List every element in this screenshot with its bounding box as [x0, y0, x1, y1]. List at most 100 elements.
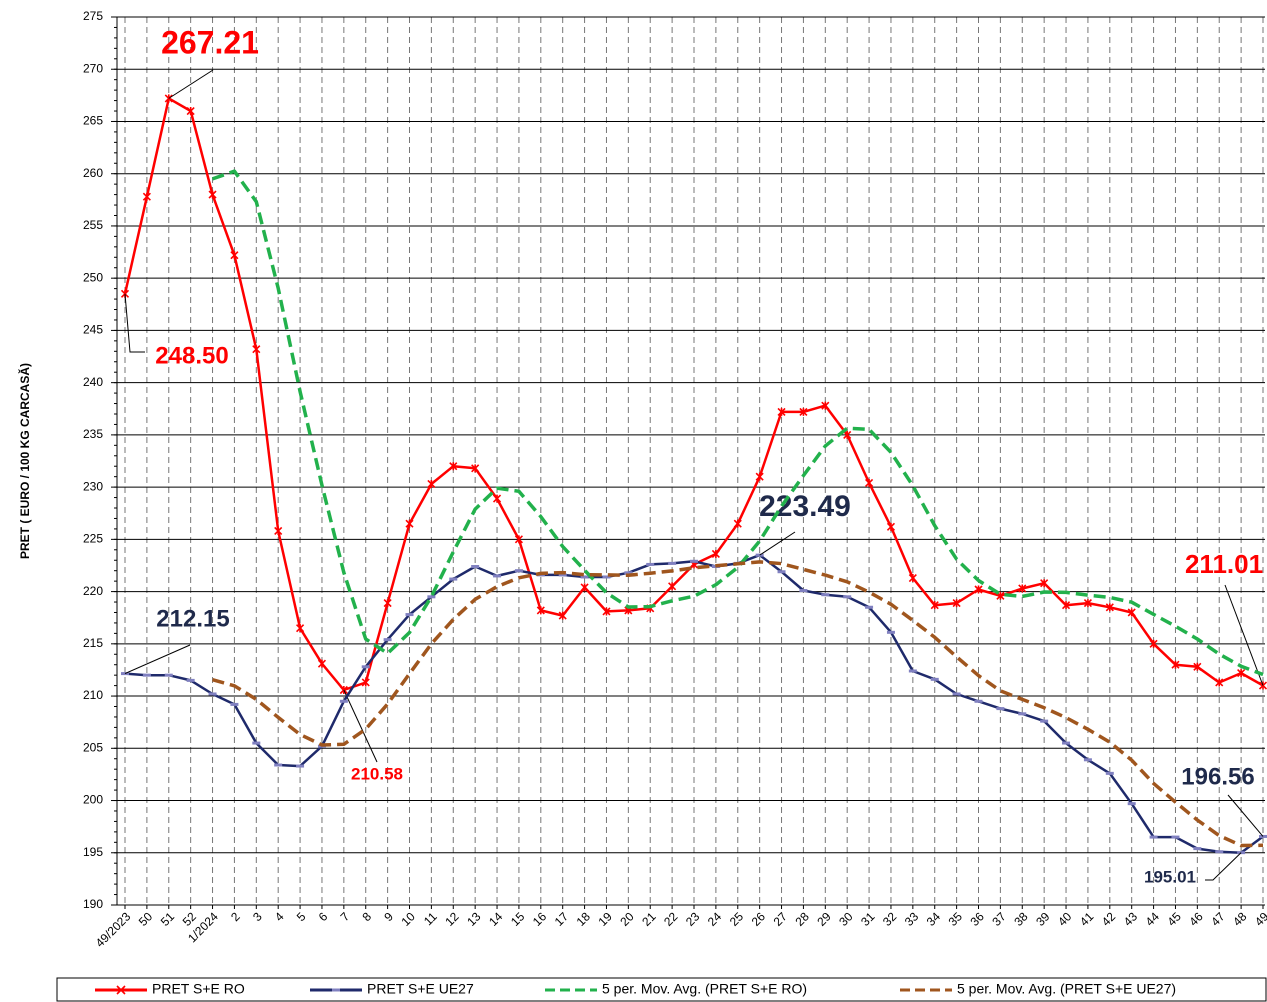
point-marker [843, 430, 852, 439]
x-tick-label: 13 [464, 909, 484, 929]
y-tick-label: 195 [83, 845, 103, 859]
point-marker [711, 549, 720, 559]
x-tick-label: 19 [595, 909, 615, 929]
point-marker [1083, 599, 1092, 608]
x-tick-label: 50 [136, 909, 156, 929]
x-tick-label: 16 [530, 909, 550, 929]
x-tick-label: 3 [250, 909, 265, 924]
x-tick-label: 34 [924, 909, 944, 929]
data-label: 210.58 [351, 764, 403, 783]
y-tick-label: 240 [83, 375, 103, 389]
y-tick-label: 190 [83, 897, 103, 911]
point-marker [799, 407, 808, 416]
x-tick-label: 40 [1055, 909, 1075, 929]
point-marker [383, 599, 392, 608]
point-marker [755, 472, 764, 481]
x-tick-label: 6 [316, 909, 331, 924]
data-label: 211.01 [1185, 549, 1263, 579]
x-tick-label: 9 [381, 909, 396, 924]
x-tick-label: 49/2023 [93, 909, 134, 950]
x-tick-label: 41 [1077, 909, 1097, 929]
point-marker [274, 526, 283, 536]
point-marker [908, 573, 917, 583]
x-tick-label: 26 [749, 909, 769, 929]
legend-label: 5 per. Mov. Avg. (PRET S+E UE27) [957, 981, 1176, 997]
y-tick-label: 210 [83, 688, 103, 702]
point-marker [1127, 608, 1136, 617]
x-tick-label: 10 [399, 909, 419, 929]
x-tick-label: 36 [968, 909, 988, 929]
point-marker [930, 601, 939, 610]
x-tick-label: 23 [683, 909, 703, 929]
y-tick-label: 275 [83, 9, 103, 23]
x-tick-label: 30 [836, 909, 856, 929]
point-marker [668, 582, 677, 591]
point-marker [580, 583, 589, 592]
y-tick-label: 235 [83, 427, 103, 441]
x-tick-label: 32 [880, 909, 900, 929]
x-tick-label: 4 [272, 909, 287, 924]
y-tick-label: 245 [83, 323, 103, 337]
point-marker [952, 599, 961, 608]
y-tick-label: 205 [83, 740, 103, 754]
annotation-leader [759, 531, 796, 556]
legend-label: 5 per. Mov. Avg. (PRET S+E RO) [602, 981, 807, 997]
x-tick-label: 18 [574, 909, 594, 929]
data-label: 248.50 [155, 342, 228, 369]
point-marker [821, 401, 830, 410]
y-tick-label: 255 [83, 218, 103, 232]
y-tick-label: 225 [83, 532, 103, 546]
y-axis-label: PRET ( EURO / 100 KG CARCASĂ) [17, 363, 32, 559]
x-tick-label: 33 [902, 909, 922, 929]
annotation-leader [1227, 794, 1264, 837]
point-marker [471, 464, 480, 473]
point-marker [405, 519, 414, 528]
x-tick-label: 44 [1143, 909, 1163, 929]
annotation-leader [168, 69, 214, 99]
point-marker [1237, 669, 1246, 678]
x-tick-label: 11 [421, 909, 440, 928]
x-tick-label: 31 [858, 909, 878, 929]
series-line [212, 560, 1264, 848]
x-tick-label: 49 [1252, 909, 1267, 929]
y-tick-label: 215 [83, 636, 103, 650]
point-marker [142, 192, 151, 201]
legend-label: PRET S+E RO [152, 981, 245, 997]
x-tick-label: 21 [639, 909, 659, 929]
point-marker [602, 607, 611, 616]
data-label: 267.21 [161, 24, 259, 60]
legend-label: PRET S+E UE27 [367, 981, 474, 997]
point-marker [974, 585, 983, 594]
x-tick-label: 46 [1186, 909, 1206, 929]
y-tick-label: 265 [83, 114, 103, 128]
x-tick-label: 38 [1011, 909, 1031, 929]
x-tick-label: 8 [359, 909, 374, 924]
y-tick-label: 270 [83, 61, 103, 75]
x-tick-label: 25 [727, 909, 747, 929]
y-tick-label: 220 [83, 584, 103, 598]
legend-marker [116, 985, 126, 995]
annotation-leader [124, 293, 145, 353]
x-tick-label: 43 [1121, 909, 1141, 929]
x-tick-label: 37 [989, 909, 1009, 929]
x-tick-label: 22 [661, 909, 681, 929]
x-tick-label: 39 [1033, 909, 1053, 929]
annotation-leader [343, 689, 378, 763]
point-marker [514, 535, 523, 544]
point-marker [164, 94, 173, 103]
x-tick-label: 47 [1208, 909, 1228, 929]
annotation-leader [124, 644, 191, 675]
point-marker [536, 606, 545, 615]
point-marker [361, 678, 370, 687]
x-tick-label: 12 [442, 909, 462, 929]
point-marker [1105, 603, 1114, 612]
point-marker [296, 624, 305, 633]
point-marker [252, 345, 261, 354]
point-marker [1040, 579, 1049, 588]
x-tick-label: 29 [814, 909, 834, 929]
x-tick-label: 17 [552, 909, 572, 929]
point-marker [886, 522, 896, 531]
point-marker [1193, 662, 1202, 671]
